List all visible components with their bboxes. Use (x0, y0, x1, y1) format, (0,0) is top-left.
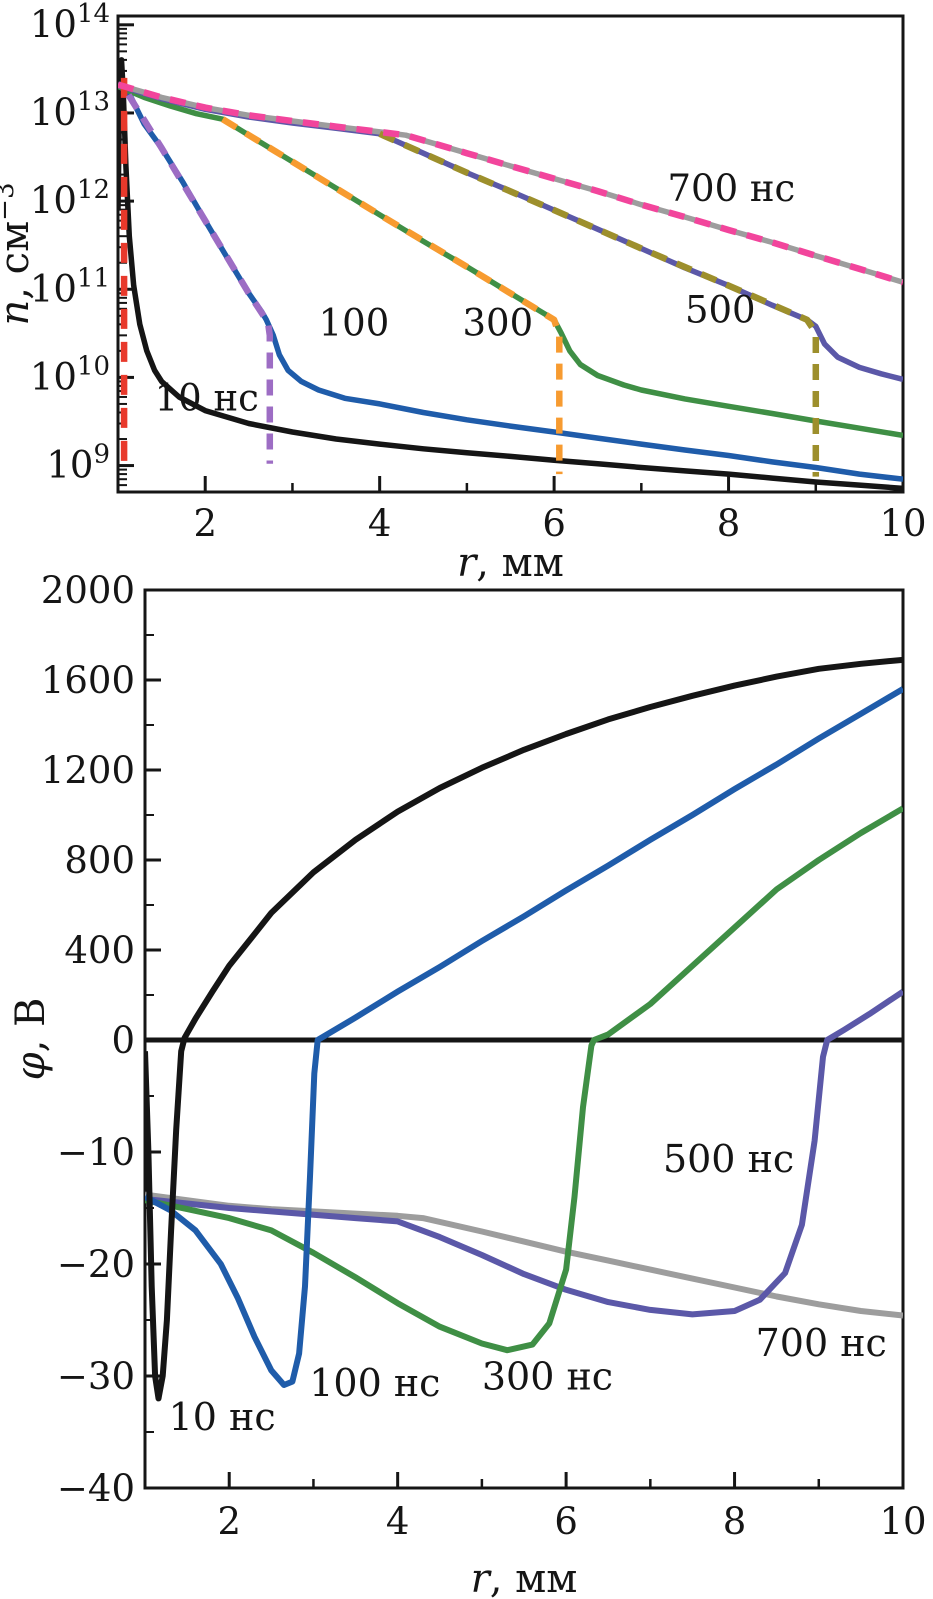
curve-label: 500 (685, 288, 756, 331)
series-10-нс (118, 57, 903, 492)
y-tick-label: 1014 (30, 0, 110, 46)
y-tick-label: −40 (57, 1467, 135, 1510)
y-tick-label: −30 (57, 1355, 135, 1398)
y-tick-label: 1012 (30, 175, 110, 222)
x-axis-label: r, мм (471, 1556, 578, 1599)
x-tick-label: 10 (879, 1500, 926, 1543)
curve-label: 500 нс (663, 1137, 794, 1181)
y-axis-label: φ, В (8, 998, 54, 1081)
curve-label: 10 нс (155, 377, 259, 420)
x-tick-label: 2 (193, 502, 217, 545)
x-tick-label: 6 (554, 1500, 578, 1543)
x-tick-label: 8 (717, 502, 741, 545)
y-axis-label: n, см−3 (0, 182, 38, 325)
density-profile: 2 4 6 8 10 109 1010 1011 1012 1013 1014 700 нс 100 30… (0, 0, 927, 586)
x-tick-label: 4 (386, 1500, 410, 1543)
y-tick-label: 109 (46, 440, 110, 487)
x-tick-label: 4 (368, 502, 392, 545)
series-group (118, 57, 903, 492)
series-700-нс (118, 81, 903, 285)
series-10-нс (145, 656, 903, 1402)
y-tick-label: 1010 (30, 351, 110, 398)
y-tick-label: 1011 (30, 263, 110, 310)
curve-label: 300 нс (482, 1354, 613, 1398)
series-300-нс (145, 805, 903, 1354)
x-tick-label: 2 (217, 1500, 241, 1543)
curve-label: 100 нс (309, 1361, 440, 1405)
curve-label: 300 (463, 301, 534, 344)
curve-label: 700 нс (756, 1321, 887, 1365)
series-group (145, 656, 903, 1402)
y-tick-label: 1600 (41, 659, 135, 702)
x-axis-label: r, мм (457, 540, 564, 586)
curve-label: 100 (319, 301, 390, 344)
x-tick-label: 10 (879, 502, 926, 545)
y-tick-label: 400 (64, 929, 135, 972)
x-tick-label: 6 (542, 502, 566, 545)
plot-frame (116, 14, 905, 494)
y-tick-label: 1200 (41, 749, 135, 792)
series-100-нс-штрих (125, 93, 274, 464)
curve-label: 10 нс (169, 1395, 276, 1439)
x-tick-label: 8 (723, 1500, 747, 1543)
series-500-нс-штрих (378, 130, 820, 477)
y-tick-label: 2000 (41, 569, 135, 612)
series-300-нс-штрих (221, 116, 563, 475)
series-100-нс (145, 686, 903, 1388)
y-tick-label: 1013 (30, 87, 110, 134)
potential-profile: 2 4 6 8 10 0 400 800 1200 1600 2000 −10 −20 −30 −40 10 … (8, 569, 927, 1599)
y-tick-label: −10 (57, 1131, 135, 1174)
y-tick-label: 800 (64, 839, 135, 882)
y-tick-label: −20 (57, 1243, 135, 1286)
y-tick-label: 0 (111, 1019, 135, 1062)
curve-label: 700 нс (668, 167, 796, 210)
